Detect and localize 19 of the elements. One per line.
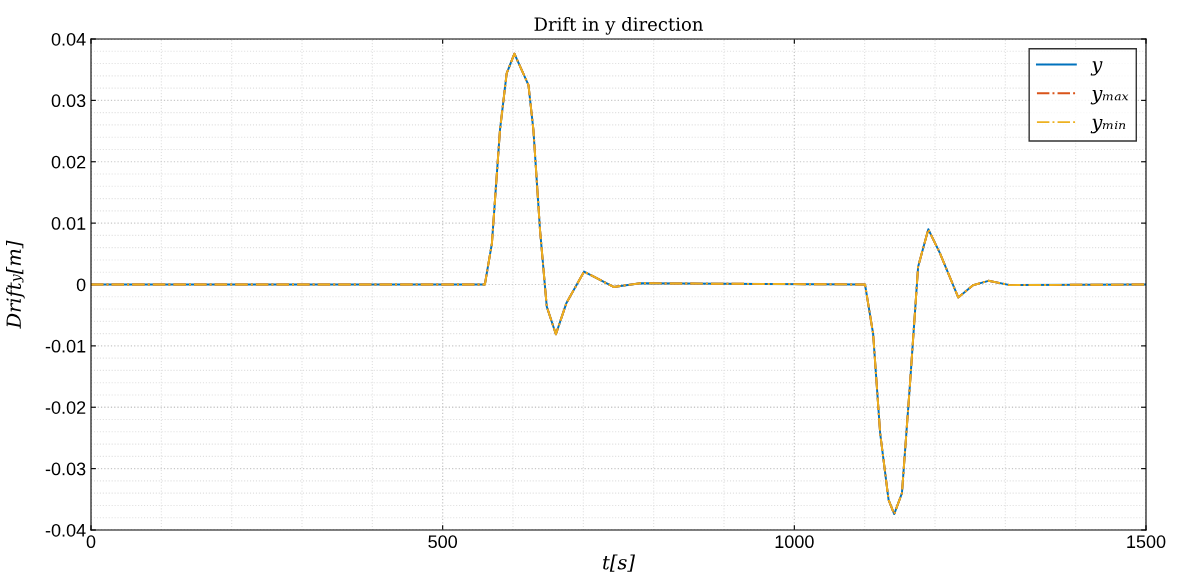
x-tick-label: 1500 (1127, 535, 1166, 549)
legend-label: yₘᵢₙ (1090, 118, 1126, 134)
y-tick-label: -0.03 (45, 462, 86, 476)
x-axis-title: t[s] (603, 554, 635, 572)
y-tick-label: 0.04 (51, 32, 86, 46)
x-tick-label: 1000 (775, 535, 814, 549)
x-tick-label: 0 (86, 535, 96, 549)
y-tick-label: 0.02 (51, 155, 86, 169)
y-tick-label: 0 (76, 278, 86, 292)
legend-label: yₘₐₓ (1090, 90, 1129, 105)
y-axis-title: Drifty[m] (6, 240, 25, 329)
y-tick-label: -0.01 (45, 339, 86, 353)
y-tick-label: -0.04 (45, 523, 86, 537)
y-tick-label: 0.03 (51, 94, 86, 108)
y-tick-label: 0.01 (51, 217, 86, 230)
legend-label: y (1090, 61, 1103, 76)
x-tick-label: 500 (428, 535, 458, 549)
y-tick-label: -0.02 (45, 401, 86, 414)
chart-title: Drift in y direction (534, 16, 703, 35)
